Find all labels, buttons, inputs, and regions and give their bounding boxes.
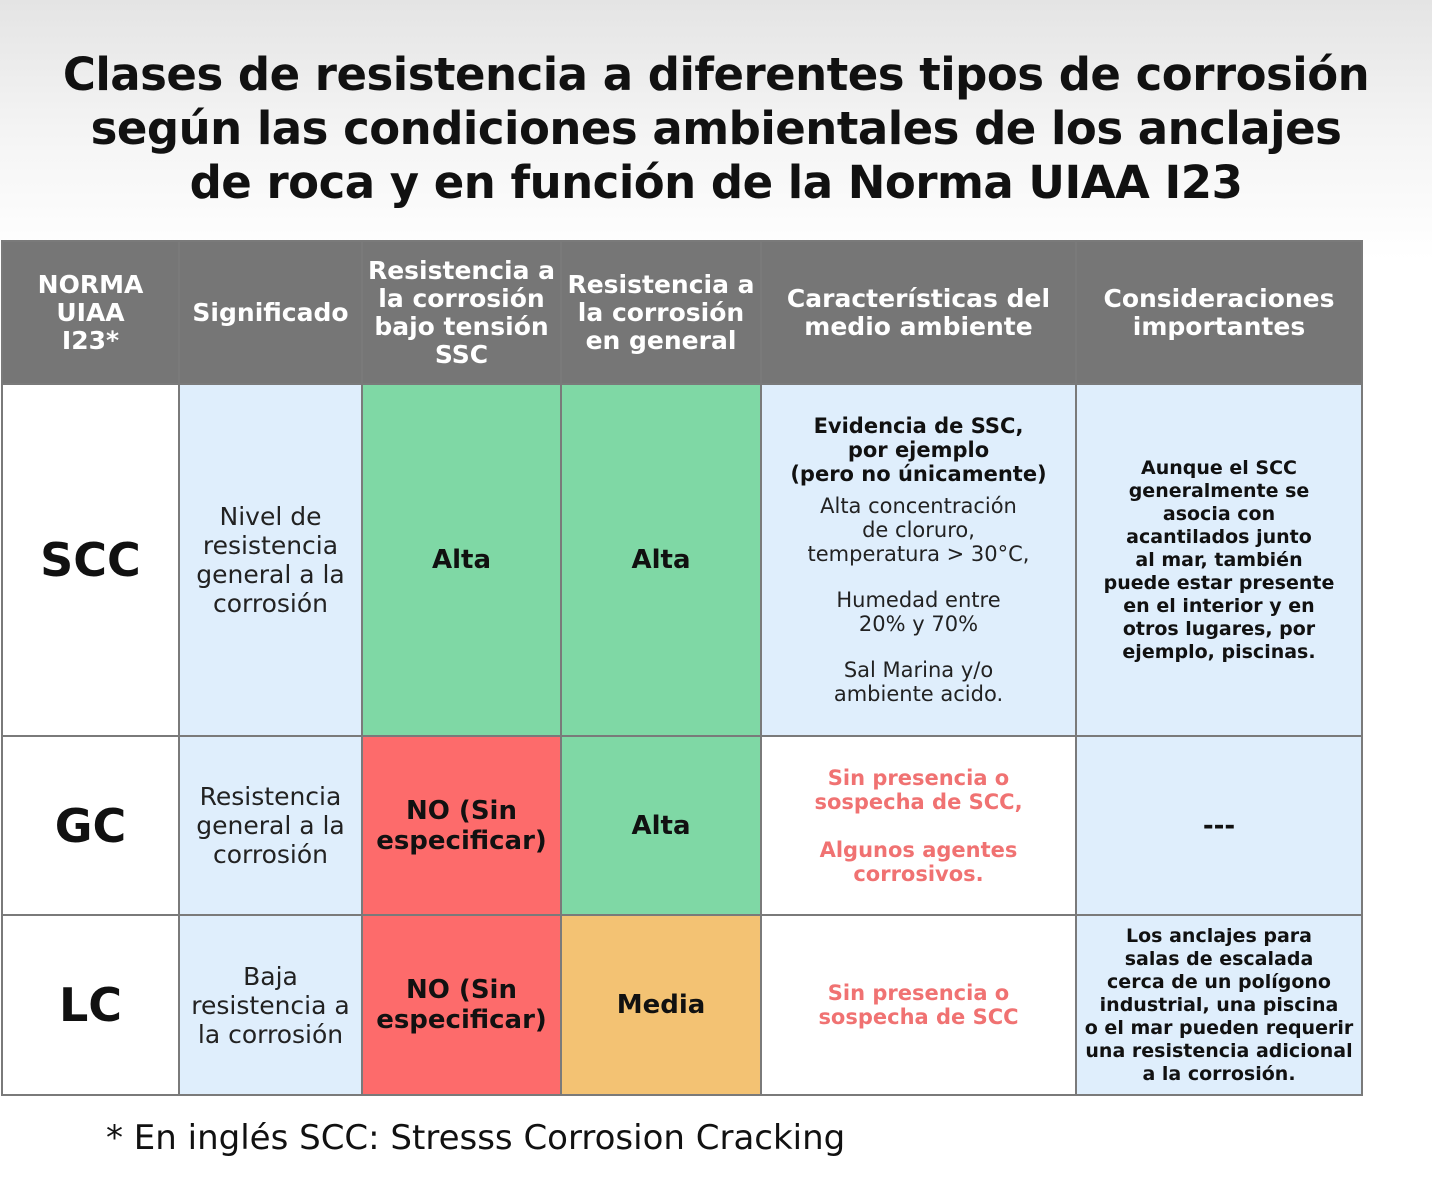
header-row: NORMA UIAA I23* Significado Resistencia … [1, 240, 1363, 385]
header-significado: Significado [178, 240, 363, 385]
title-line-1: Clases de resistencia a diferentes tipos… [62, 48, 1370, 101]
title-line-3: de roca y en función de la Norma UIAA I2… [189, 156, 1243, 209]
ssc-scc: Alta [361, 383, 562, 737]
consideraciones-gc: --- [1075, 735, 1363, 916]
code-gc: GC [1, 735, 180, 916]
env-lc: Sin presencia o sospecha de SCC [760, 914, 1077, 1096]
header-caracteristicas: Características del medio ambiente [760, 240, 1077, 385]
code-scc: SCC [1, 383, 180, 737]
env-gc: Sin presencia o sospecha de SCC, Algunos… [760, 735, 1077, 916]
ssc-gc: NO (Sin especificar) [361, 735, 562, 916]
header-general: Resistencia a la corrosión en general [560, 240, 762, 385]
general-scc: Alta [560, 383, 762, 737]
header-ssc: Resistencia a la corrosión bajo tensión … [361, 240, 562, 385]
general-gc: Alta [560, 735, 762, 916]
header-norma: NORMA UIAA I23* [1, 240, 180, 385]
env-gc-line1: Sin presencia o sospecha de SCC, [814, 765, 1023, 814]
consideraciones-scc: Aunque el SCC generalmente se asocia con… [1075, 383, 1363, 737]
table-row-gc: GC Resistencia general a la corrosión NO… [1, 735, 1363, 916]
env-scc: Evidencia de SSC, por ejemplo (pero no ú… [760, 383, 1077, 737]
consideraciones-lc: Los anclajes para salas de escalada cerc… [1075, 914, 1363, 1096]
table-row-lc: LC Baja resistencia a la corrosión NO (S… [1, 914, 1363, 1096]
header-consideraciones: Consideraciones importantes [1075, 240, 1363, 385]
significado-gc: Resistencia general a la corrosión [178, 735, 363, 916]
corrosion-table: NORMA UIAA I23* Significado Resistencia … [1, 240, 1363, 1096]
footnote: * En inglés SCC: Stresss Corrosion Crack… [106, 1118, 846, 1158]
significado-lc: Baja resistencia a la corrosión [178, 914, 363, 1096]
title-line-2: según las condiciones ambientales de los… [90, 102, 1342, 155]
table-row-scc: SCC Nivel de resistencia general a la co… [1, 383, 1363, 737]
env-gc-line2: Algunos agentes corrosivos. [819, 837, 1018, 886]
env-lc-line1: Sin presencia o sospecha de SCC [818, 981, 1019, 1029]
significado-scc: Nivel de resistencia general a la corros… [178, 383, 363, 737]
ssc-lc: NO (Sin especificar) [361, 914, 562, 1096]
env-scc-line3: Sal Marina y/o ambiente acido. [833, 658, 1004, 706]
general-lc: Media [560, 914, 762, 1096]
env-scc-evidence: Evidencia de SSC, por ejemplo (pero no ú… [790, 414, 1047, 486]
code-lc: LC [1, 914, 180, 1096]
page-title: Clases de resistencia a diferentes tipos… [0, 48, 1432, 210]
env-scc-line1: Alta concentración de cloruro, temperatu… [807, 494, 1030, 566]
env-scc-line2: Humedad entre 20% y 70% [836, 588, 1001, 636]
